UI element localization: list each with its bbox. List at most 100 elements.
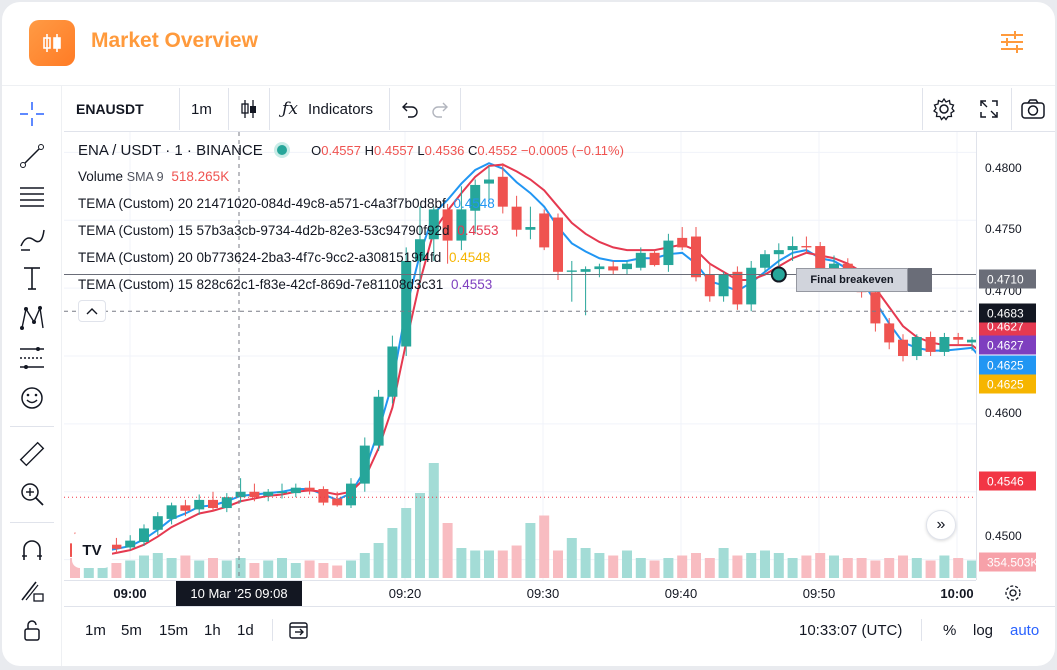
double-chevron-right-icon: » [936,516,946,533]
brush-tool[interactable] [16,222,48,254]
candle [511,195,522,237]
log-toggle[interactable]: log [973,622,994,639]
clock-timezone[interactable]: 10:33:07 (UTC) [799,622,903,639]
axis-settings-button[interactable] [1000,580,1026,606]
fx-icon: ƒx [282,99,298,119]
legend-ohlc: O0.4557 H0.4557 L0.4536 C0.4552 −0.0005 … [311,143,624,158]
volume-bar [594,553,605,578]
market-status-dot[interactable] [276,145,287,155]
volume-bar [525,523,536,578]
percent-toggle[interactable]: % [943,622,957,639]
candle [304,480,315,495]
candle [691,227,701,282]
emoji-tool[interactable] [16,382,48,414]
zoom-tool[interactable] [16,478,48,510]
candle [787,236,798,261]
indicators-button[interactable]: Indicators [308,101,374,118]
candle [539,209,550,251]
candle-body [760,254,770,268]
time-axis[interactable]: 09:00 09:20 09:30 09:40 09:50 10:00 10 M… [64,580,976,607]
volume-bar [842,558,853,578]
volume-bar [829,555,839,578]
fib-tool[interactable] [16,180,48,212]
volume-bar [801,555,812,578]
filter-settings-button[interactable] [998,29,1026,55]
crosshair-tool[interactable] [16,98,48,130]
toolbar-divider [10,426,54,427]
chart-pane[interactable]: ENA / USDT · 1 · BINANCE O0.4557 H0.4557… [64,132,976,580]
candle [111,537,122,553]
candle [608,260,619,275]
fullscreen-button[interactable] [976,96,1002,122]
candle-body [415,239,425,261]
volume-bar [387,528,398,578]
candle-body [290,487,301,494]
interval-button[interactable]: 1m [191,101,212,118]
candle-body [815,246,826,272]
breakeven-handle[interactable] [908,268,932,292]
symbol-search[interactable]: ENAUSDT [76,101,144,117]
toolbar-divider [389,88,390,130]
candle-body [428,209,439,240]
gear-icon [933,97,955,121]
legend-indicator[interactable]: TEMA (Custom) 15 57b3a3cb-9734-4d2b-82e3… [78,223,499,238]
trend-line-tool[interactable] [16,140,48,172]
toolbar-divider [460,88,461,130]
chart-settings-button[interactable] [931,96,957,122]
lock-tool[interactable] [16,614,48,646]
measure-tool[interactable] [16,438,48,470]
toolbar-divider [228,88,229,130]
candle-body [967,339,976,343]
chart-type-button[interactable] [236,96,262,122]
volume-bar [332,565,343,578]
candle [456,186,467,251]
range-button[interactable]: 1d [237,622,254,639]
volume-bar [718,548,729,578]
forecast-tool[interactable] [16,342,48,374]
breakeven-label[interactable]: Final breakeven [796,268,908,292]
legend-indicator[interactable]: TEMA (Custom) 15 828c62c1-f83e-42cf-869d… [78,277,493,292]
candle-body [442,209,453,241]
magnet-tool[interactable] [16,534,48,566]
candle-body [787,246,798,251]
volume-bar [925,560,936,578]
candle [318,486,329,506]
legend-collapse-button[interactable] [78,300,106,322]
legend-pair[interactable]: ENA / USDT · 1 · BINANCE [78,142,263,159]
text-tool[interactable] [16,262,48,294]
auto-scale-toggle[interactable]: auto [1010,622,1040,639]
candle [925,331,936,356]
candle-body [277,491,287,494]
range-button[interactable]: 5m [121,622,142,639]
candle-body [635,252,646,268]
toolbar-divider [179,88,180,130]
drawing-toolbar [2,86,62,666]
range-button[interactable]: 15m [159,622,189,639]
candle-body [898,339,908,356]
redo-icon [432,102,448,118]
snapshot-button[interactable] [1020,96,1046,122]
scroll-to-realtime-button[interactable]: » [926,510,956,540]
candle [263,489,274,502]
date-range-button[interactable] [286,617,312,643]
volume-bar [511,545,522,578]
candle [594,263,605,278]
lock-drawings-tool[interactable] [16,574,48,606]
legend-indicator[interactable]: TEMA (Custom) 20 21471020-084d-49c8-a571… [78,196,495,211]
range-button[interactable]: 1m [85,622,106,639]
redo-button[interactable] [428,96,454,122]
tradingview-logo[interactable]: TV [72,532,112,568]
candle [911,334,922,361]
undo-button[interactable] [396,96,422,122]
pattern-tool[interactable] [16,302,48,334]
range-button[interactable]: 1h [204,622,221,639]
undo-icon [402,102,418,118]
legend-indicator[interactable]: TEMA (Custom) 20 0b773624-2ba3-4f7c-9cc2… [78,250,491,265]
volume-bar [428,463,439,578]
candle [497,163,508,214]
price-axis[interactable]: 0.4800 0.4750 0.4700 0.4600 0.4500 0.471… [976,132,1055,580]
candle [484,165,494,204]
legend-volume[interactable]: Volume SMA 9 518.265K [78,169,230,184]
volume-bar [608,555,619,578]
